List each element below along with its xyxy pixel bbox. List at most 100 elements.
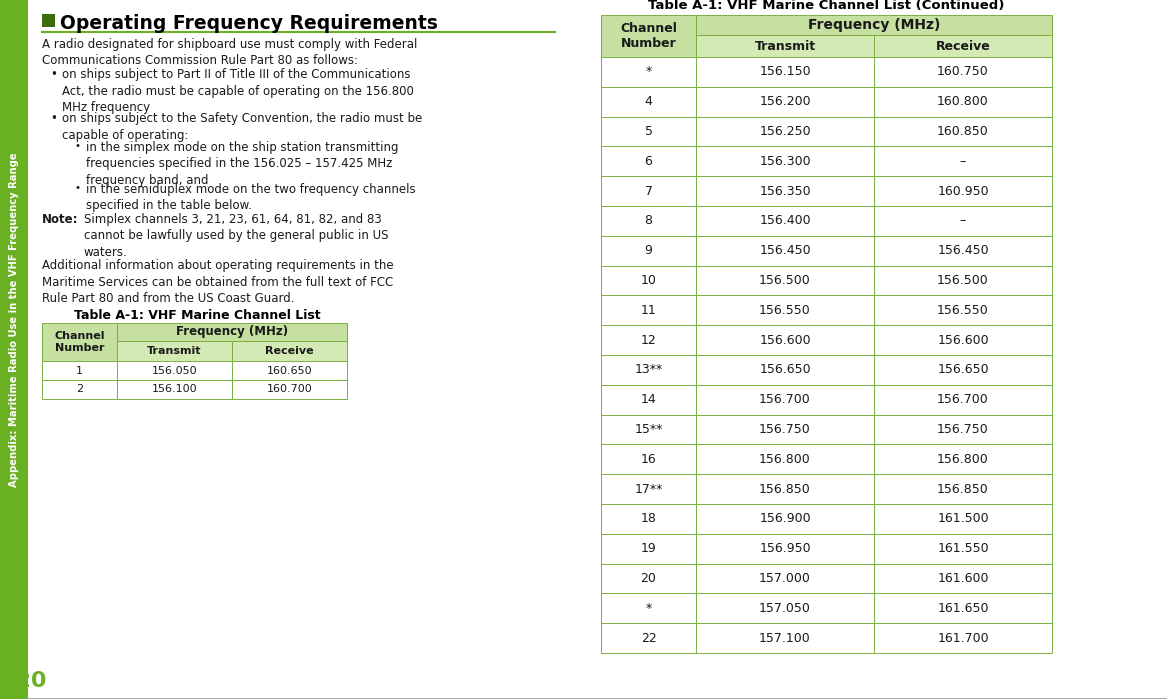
Bar bbox=[696, 176, 874, 206]
Bar bbox=[601, 385, 696, 415]
Text: A radio designated for shipboard use must comply with Federal
Communications Com: A radio designated for shipboard use mus… bbox=[42, 38, 418, 68]
Bar bbox=[874, 57, 1051, 87]
Text: in the simplex mode on the ship station transmitting
frequencies specified in th: in the simplex mode on the ship station … bbox=[86, 141, 398, 187]
Text: 157.000: 157.000 bbox=[759, 572, 811, 585]
Bar bbox=[696, 534, 874, 563]
Bar bbox=[232, 361, 347, 380]
Bar bbox=[874, 266, 1051, 296]
Text: 160.650: 160.650 bbox=[267, 366, 313, 375]
Text: 156.800: 156.800 bbox=[759, 453, 811, 466]
Text: on ships subject to Part II of Title III of the Communications
Act, the radio mu: on ships subject to Part II of Title III… bbox=[62, 68, 414, 114]
Bar bbox=[42, 323, 117, 361]
Bar bbox=[696, 474, 874, 504]
Bar bbox=[117, 380, 232, 399]
Bar bbox=[874, 504, 1051, 534]
Text: 11: 11 bbox=[641, 304, 656, 317]
Text: 120: 120 bbox=[1, 671, 47, 691]
Bar bbox=[601, 57, 696, 87]
Bar bbox=[601, 624, 696, 653]
Text: 22: 22 bbox=[641, 632, 656, 644]
Text: 156.300: 156.300 bbox=[760, 154, 811, 168]
Bar bbox=[601, 534, 696, 563]
Text: Simplex channels 3, 21, 23, 61, 64, 81, 82, and 83
cannot be lawfully used by th: Simplex channels 3, 21, 23, 61, 64, 81, … bbox=[84, 213, 389, 259]
Bar bbox=[874, 325, 1051, 355]
Text: 160.800: 160.800 bbox=[937, 95, 988, 108]
Text: 156.550: 156.550 bbox=[937, 304, 988, 317]
Text: 156.250: 156.250 bbox=[760, 125, 811, 138]
Text: 156.450: 156.450 bbox=[760, 244, 811, 257]
Text: 7: 7 bbox=[644, 185, 652, 198]
Text: 12: 12 bbox=[641, 333, 656, 347]
Bar bbox=[696, 35, 874, 57]
Bar bbox=[601, 236, 696, 266]
Text: Transmit: Transmit bbox=[754, 40, 816, 52]
Text: •: • bbox=[74, 141, 81, 151]
Text: 15**: 15** bbox=[635, 423, 663, 436]
Text: 5: 5 bbox=[644, 125, 652, 138]
Bar bbox=[117, 341, 232, 361]
Text: –: – bbox=[960, 215, 966, 227]
Bar bbox=[874, 445, 1051, 474]
Text: 156.500: 156.500 bbox=[759, 274, 811, 287]
Bar bbox=[696, 117, 874, 146]
Bar bbox=[42, 361, 117, 380]
Bar bbox=[696, 355, 874, 385]
Text: 16: 16 bbox=[641, 453, 656, 466]
Text: 17**: 17** bbox=[635, 482, 663, 496]
Text: Transmit: Transmit bbox=[147, 346, 202, 356]
Bar bbox=[874, 117, 1051, 146]
Bar bbox=[696, 504, 874, 534]
Text: 156.600: 156.600 bbox=[937, 333, 988, 347]
Text: 19: 19 bbox=[641, 542, 656, 555]
Bar bbox=[696, 593, 874, 624]
Text: 156.200: 156.200 bbox=[760, 95, 811, 108]
Text: 156.400: 156.400 bbox=[760, 215, 811, 227]
Text: Channel
Number: Channel Number bbox=[54, 331, 105, 353]
Text: 156.500: 156.500 bbox=[937, 274, 988, 287]
Text: Note:: Note: bbox=[42, 213, 78, 226]
Bar bbox=[601, 563, 696, 593]
Text: 161.500: 161.500 bbox=[937, 512, 988, 526]
Bar bbox=[696, 15, 1051, 35]
Bar bbox=[874, 236, 1051, 266]
Text: 161.650: 161.650 bbox=[937, 602, 988, 615]
Bar bbox=[601, 445, 696, 474]
Bar bbox=[117, 323, 347, 341]
Bar bbox=[42, 14, 55, 27]
Text: 156.700: 156.700 bbox=[759, 394, 811, 406]
Text: Operating Frequency Requirements: Operating Frequency Requirements bbox=[60, 14, 438, 33]
Bar bbox=[874, 176, 1051, 206]
Bar bbox=[601, 474, 696, 504]
Bar bbox=[874, 146, 1051, 176]
Text: Frequency (MHz): Frequency (MHz) bbox=[808, 18, 941, 32]
Bar bbox=[601, 176, 696, 206]
Bar bbox=[874, 593, 1051, 624]
Text: 8: 8 bbox=[644, 215, 652, 227]
Bar bbox=[232, 380, 347, 399]
Bar bbox=[696, 445, 874, 474]
Text: 160.950: 160.950 bbox=[937, 185, 988, 198]
Text: 156.350: 156.350 bbox=[760, 185, 811, 198]
Bar bbox=[696, 236, 874, 266]
Bar bbox=[874, 624, 1051, 653]
Bar bbox=[874, 385, 1051, 415]
Bar bbox=[601, 504, 696, 534]
Text: Table A-1: VHF Marine Channel List: Table A-1: VHF Marine Channel List bbox=[74, 309, 320, 322]
Bar bbox=[874, 296, 1051, 325]
Bar bbox=[0, 0, 28, 699]
Bar bbox=[232, 341, 347, 361]
Text: 160.750: 160.750 bbox=[937, 66, 988, 78]
Text: 161.550: 161.550 bbox=[937, 542, 988, 555]
Bar bbox=[601, 296, 696, 325]
Text: Receive: Receive bbox=[265, 346, 314, 356]
Text: 18: 18 bbox=[641, 512, 656, 526]
Bar bbox=[696, 87, 874, 117]
Text: 156.800: 156.800 bbox=[937, 453, 988, 466]
Text: Additional information about operating requirements in the
Maritime Services can: Additional information about operating r… bbox=[42, 259, 393, 305]
Text: 156.450: 156.450 bbox=[937, 244, 988, 257]
Text: •: • bbox=[74, 183, 81, 193]
Bar bbox=[874, 87, 1051, 117]
Bar bbox=[696, 624, 874, 653]
Bar bbox=[117, 361, 232, 380]
Text: 157.100: 157.100 bbox=[759, 632, 811, 644]
